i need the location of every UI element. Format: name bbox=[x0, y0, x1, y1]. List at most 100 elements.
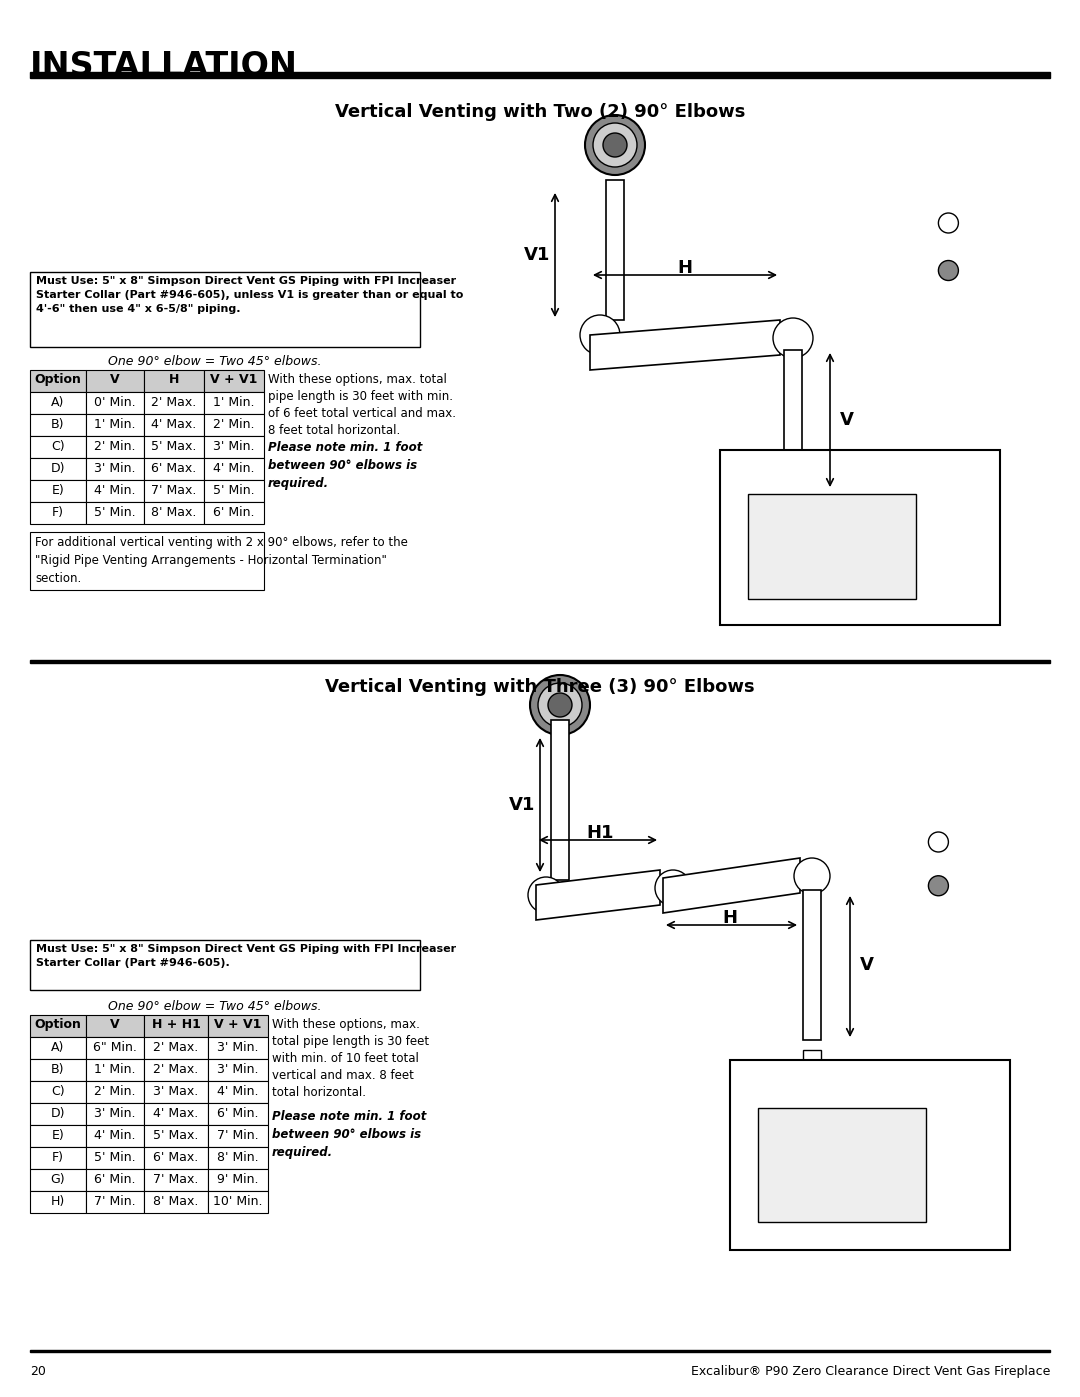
Bar bbox=[204, 393, 264, 414]
Bar bbox=[208, 1104, 268, 1125]
Text: C): C) bbox=[51, 440, 65, 453]
Circle shape bbox=[603, 133, 627, 156]
Circle shape bbox=[548, 693, 572, 717]
Circle shape bbox=[939, 260, 958, 281]
Circle shape bbox=[654, 870, 691, 907]
Text: C): C) bbox=[51, 1085, 65, 1098]
Text: With these options, max. total
pipe length is 30 feet with min.
of 6 feet total : With these options, max. total pipe leng… bbox=[268, 373, 456, 437]
Text: Please note min. 1 foot
between 90° elbows is
required.: Please note min. 1 foot between 90° elbo… bbox=[272, 1111, 427, 1160]
Text: 2' Min.: 2' Min. bbox=[94, 1085, 136, 1098]
Bar bbox=[730, 1060, 1010, 1250]
Text: Must Use: 5" x 8" Simpson Direct Vent GS Piping with FPI Increaser
Starter Colla: Must Use: 5" x 8" Simpson Direct Vent GS… bbox=[36, 277, 463, 314]
Circle shape bbox=[530, 675, 590, 735]
Bar bbox=[30, 1147, 86, 1169]
Text: 8' Max.: 8' Max. bbox=[153, 1194, 199, 1208]
Circle shape bbox=[528, 877, 564, 914]
Bar bbox=[204, 458, 264, 481]
Text: One 90° elbow = Two 45° elbows.: One 90° elbow = Two 45° elbows. bbox=[108, 1000, 322, 1013]
Text: G): G) bbox=[51, 1173, 65, 1186]
Text: H: H bbox=[723, 909, 738, 928]
Text: V1: V1 bbox=[524, 246, 550, 264]
Circle shape bbox=[929, 833, 948, 852]
Bar bbox=[144, 1104, 208, 1125]
Text: 1' Min.: 1' Min. bbox=[213, 395, 255, 409]
Text: D): D) bbox=[51, 1106, 65, 1120]
Polygon shape bbox=[590, 320, 780, 370]
Bar bbox=[208, 1081, 268, 1104]
Bar bbox=[144, 458, 204, 481]
Text: Must Use: 5" x 8" Simpson Direct Vent GS Piping with FPI Increaser
Starter Colla: Must Use: 5" x 8" Simpson Direct Vent GS… bbox=[36, 944, 456, 968]
Text: H: H bbox=[168, 373, 179, 386]
Bar bbox=[86, 502, 144, 524]
Bar bbox=[30, 1169, 86, 1192]
Bar bbox=[784, 351, 802, 490]
Text: H: H bbox=[677, 258, 692, 277]
Text: V: V bbox=[840, 411, 854, 429]
Bar bbox=[86, 436, 144, 458]
Bar bbox=[86, 1147, 144, 1169]
Bar bbox=[208, 1147, 268, 1169]
Text: 2' Max.: 2' Max. bbox=[153, 1063, 199, 1076]
Bar bbox=[144, 1125, 208, 1147]
Bar bbox=[204, 414, 264, 436]
Text: 4' Min.: 4' Min. bbox=[94, 1129, 136, 1141]
Bar bbox=[208, 1037, 268, 1059]
Text: B): B) bbox=[51, 418, 65, 432]
Bar bbox=[30, 1350, 1050, 1352]
Bar bbox=[144, 1192, 208, 1213]
Bar bbox=[204, 481, 264, 502]
Bar bbox=[30, 436, 86, 458]
Text: A): A) bbox=[52, 1041, 65, 1053]
Text: V: V bbox=[860, 956, 874, 974]
Text: 5' Max.: 5' Max. bbox=[153, 1129, 199, 1141]
Circle shape bbox=[794, 858, 831, 894]
Text: 20: 20 bbox=[30, 1365, 45, 1377]
Bar bbox=[606, 180, 624, 320]
Bar bbox=[204, 370, 264, 393]
Text: H + H1: H + H1 bbox=[151, 1018, 201, 1031]
Bar bbox=[86, 370, 144, 393]
Text: 4' Min.: 4' Min. bbox=[217, 1085, 259, 1098]
Bar bbox=[30, 940, 420, 990]
Text: 3' Min.: 3' Min. bbox=[94, 462, 136, 475]
Text: 3' Min.: 3' Min. bbox=[94, 1106, 136, 1120]
Text: 0' Min.: 0' Min. bbox=[94, 395, 136, 409]
Text: 7' Min.: 7' Min. bbox=[217, 1129, 259, 1141]
Bar bbox=[86, 1059, 144, 1081]
Text: Option: Option bbox=[35, 373, 81, 386]
Bar bbox=[30, 532, 264, 590]
Bar bbox=[758, 1108, 926, 1221]
Bar bbox=[30, 393, 86, 414]
Bar bbox=[144, 481, 204, 502]
Bar bbox=[144, 502, 204, 524]
Circle shape bbox=[585, 115, 645, 175]
Text: 6' Min.: 6' Min. bbox=[94, 1173, 136, 1186]
Text: Vertical Venting with Two (2) 90° Elbows: Vertical Venting with Two (2) 90° Elbows bbox=[335, 103, 745, 122]
Text: Please note min. 1 foot
between 90° elbows is
required.: Please note min. 1 foot between 90° elbo… bbox=[268, 441, 422, 490]
Bar bbox=[144, 1081, 208, 1104]
Bar bbox=[551, 719, 569, 880]
Bar bbox=[144, 393, 204, 414]
Bar bbox=[144, 1059, 208, 1081]
Text: A): A) bbox=[52, 395, 65, 409]
Bar bbox=[30, 370, 86, 393]
Bar bbox=[30, 414, 86, 436]
Circle shape bbox=[939, 212, 958, 233]
Bar bbox=[204, 436, 264, 458]
Polygon shape bbox=[536, 870, 660, 921]
Text: 5' Min.: 5' Min. bbox=[94, 506, 136, 520]
Bar bbox=[30, 1192, 86, 1213]
Bar bbox=[204, 502, 264, 524]
Text: V1: V1 bbox=[509, 796, 535, 814]
Text: For additional vertical venting with 2 x 90° elbows, refer to the
"Rigid Pipe Ve: For additional vertical venting with 2 x… bbox=[35, 536, 408, 585]
Text: 9' Min.: 9' Min. bbox=[217, 1173, 259, 1186]
Polygon shape bbox=[663, 858, 800, 914]
Bar bbox=[804, 1051, 821, 1080]
Text: E): E) bbox=[52, 483, 65, 497]
Text: 6' Min.: 6' Min. bbox=[213, 506, 255, 520]
Bar bbox=[30, 502, 86, 524]
Bar bbox=[86, 1104, 144, 1125]
Text: 7' Max.: 7' Max. bbox=[151, 483, 197, 497]
Bar bbox=[86, 1125, 144, 1147]
Bar bbox=[86, 1037, 144, 1059]
